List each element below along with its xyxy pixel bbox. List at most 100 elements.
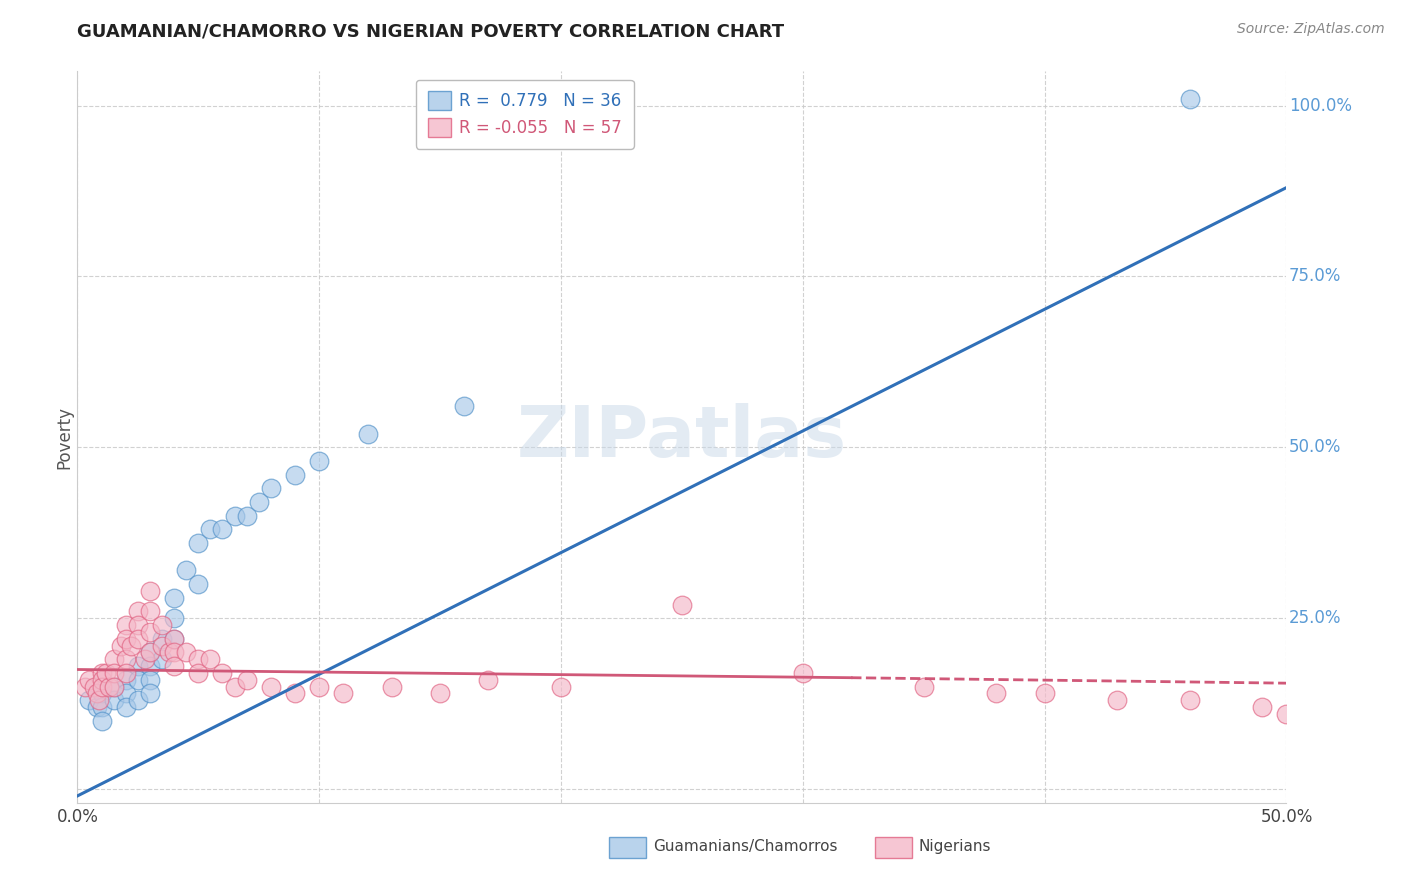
Point — [163, 659, 186, 673]
Text: 50.0%: 50.0% — [1289, 438, 1341, 457]
Point — [114, 665, 136, 680]
Point — [224, 680, 246, 694]
Point — [200, 522, 222, 536]
Point — [308, 454, 330, 468]
Point — [127, 632, 149, 646]
Point — [139, 583, 162, 598]
Text: GUAMANIAN/CHAMORRO VS NIGERIAN POVERTY CORRELATION CHART: GUAMANIAN/CHAMORRO VS NIGERIAN POVERTY C… — [77, 22, 785, 40]
Point — [83, 680, 105, 694]
Point — [134, 652, 156, 666]
Point — [90, 673, 112, 687]
Point — [356, 426, 378, 441]
Point — [127, 693, 149, 707]
Point — [163, 645, 186, 659]
Point — [139, 673, 162, 687]
Point — [120, 639, 142, 653]
Point — [211, 665, 233, 680]
Point — [308, 680, 330, 694]
Y-axis label: Poverty: Poverty — [55, 406, 73, 468]
Point — [90, 714, 112, 728]
Point — [114, 673, 136, 687]
Point — [671, 598, 693, 612]
Point — [550, 680, 572, 694]
Point — [187, 665, 209, 680]
Point — [477, 673, 499, 687]
Point — [986, 686, 1008, 700]
Text: ZIPatlas: ZIPatlas — [517, 402, 846, 472]
Point — [114, 618, 136, 632]
Point — [260, 680, 283, 694]
Point — [912, 680, 935, 694]
Point — [1107, 693, 1129, 707]
Point — [103, 652, 125, 666]
Legend: R =  0.779   N = 36, R = -0.055   N = 57: R = 0.779 N = 36, R = -0.055 N = 57 — [416, 79, 634, 149]
Point — [163, 591, 186, 605]
Text: Source: ZipAtlas.com: Source: ZipAtlas.com — [1237, 22, 1385, 37]
Point — [235, 673, 257, 687]
Point — [1033, 686, 1056, 700]
Point — [1275, 706, 1298, 721]
Point — [284, 686, 307, 700]
Point — [187, 577, 209, 591]
Point — [163, 632, 186, 646]
Point — [247, 495, 270, 509]
Point — [86, 686, 108, 700]
Point — [87, 693, 110, 707]
Point — [139, 645, 162, 659]
Point — [1251, 700, 1274, 714]
Point — [174, 563, 197, 577]
Point — [103, 680, 125, 694]
Point — [174, 645, 197, 659]
Point — [127, 659, 149, 673]
Point — [453, 400, 475, 414]
Point — [1178, 92, 1201, 106]
Point — [139, 645, 162, 659]
Point — [332, 686, 354, 700]
Text: Guamanians/Chamorros: Guamanians/Chamorros — [652, 839, 838, 855]
Point — [163, 611, 186, 625]
Point — [200, 652, 222, 666]
Point — [103, 665, 125, 680]
Point — [163, 632, 186, 646]
Point — [86, 700, 108, 714]
Point — [150, 652, 173, 666]
Point — [114, 632, 136, 646]
Point — [114, 686, 136, 700]
Point — [90, 680, 112, 694]
Point — [235, 508, 257, 523]
Text: 25.0%: 25.0% — [1289, 609, 1341, 627]
Point — [127, 618, 149, 632]
Point — [187, 536, 209, 550]
Point — [90, 700, 112, 714]
Point — [127, 673, 149, 687]
Point — [79, 693, 101, 707]
Point — [139, 624, 162, 639]
Point — [79, 673, 101, 687]
Point — [139, 686, 162, 700]
FancyBboxPatch shape — [609, 838, 645, 858]
Text: 75.0%: 75.0% — [1289, 268, 1341, 285]
Text: Nigerians: Nigerians — [920, 839, 991, 855]
Point — [90, 686, 112, 700]
FancyBboxPatch shape — [876, 838, 911, 858]
Point — [429, 686, 451, 700]
Point — [110, 639, 132, 653]
Point — [139, 659, 162, 673]
Point — [114, 652, 136, 666]
Point — [150, 639, 173, 653]
Point — [381, 680, 404, 694]
Point — [103, 693, 125, 707]
Point — [1178, 693, 1201, 707]
Point — [211, 522, 233, 536]
Point — [114, 700, 136, 714]
Text: 100.0%: 100.0% — [1289, 96, 1353, 114]
Point — [97, 680, 120, 694]
Point — [157, 645, 180, 659]
Point — [284, 467, 307, 482]
Point — [224, 508, 246, 523]
Point — [103, 680, 125, 694]
Point — [792, 665, 814, 680]
Point — [260, 481, 283, 495]
Point — [96, 665, 118, 680]
Point — [127, 604, 149, 618]
